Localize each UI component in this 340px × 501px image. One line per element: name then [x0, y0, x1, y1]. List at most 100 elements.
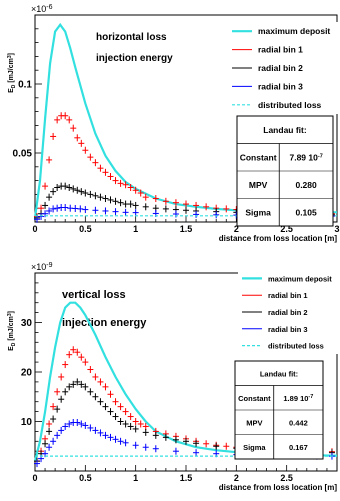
data-point-radial-bin-3 — [117, 437, 124, 445]
legend-entry: radial bin 1 — [268, 291, 308, 300]
data-point-radial-bin-2 — [78, 380, 85, 388]
data-point-radial-bin-3 — [34, 460, 41, 468]
data-point-radial-bin-2 — [87, 190, 94, 198]
data-point-radial-bin-1 — [46, 420, 53, 428]
data-point-radial-bin-3 — [213, 211, 220, 219]
data-point-radial-bin-3 — [66, 420, 73, 428]
data-point-radial-bin-1 — [97, 164, 104, 172]
data-point-radial-bin-3 — [78, 420, 85, 428]
data-point-radial-bin-2 — [62, 182, 69, 190]
fit-param-value: 7.89 10-7 — [289, 152, 322, 162]
data-point-radial-bin-1 — [50, 403, 57, 411]
data-point-radial-bin-2 — [122, 420, 129, 428]
y-tick-label: 30 — [21, 318, 33, 329]
fit-param-value: 0.105 — [295, 207, 317, 217]
y-axis-label-sup: 3 — [7, 313, 13, 316]
data-point-radial-bin-2 — [42, 440, 49, 448]
data-point-radial-bin-2 — [142, 203, 149, 211]
data-point-radial-bin-1 — [122, 181, 129, 189]
y-tick-label: 0.05 — [13, 149, 33, 160]
data-point-radial-bin-1 — [117, 179, 124, 187]
data-point-radial-bin-3 — [77, 205, 84, 213]
top-panel: 0 0.5 1 1.5 2 2.5 30.050.1×10-6ED [mJ/cm3]dist… — [7, 4, 340, 243]
data-point-radial-bin-2 — [117, 418, 124, 425]
legend-entry: radial bin 3 — [258, 81, 303, 91]
legend-entry: maximum deposit — [268, 274, 332, 283]
data-point-radial-bin-2 — [112, 197, 119, 205]
data-point-radial-bin-2 — [70, 380, 77, 388]
data-point-radial-bin-3 — [132, 441, 139, 449]
data-point-radial-bin-3 — [58, 426, 65, 434]
data-point-radial-bin-2 — [97, 193, 104, 201]
legend-entry: distributed loss — [268, 342, 324, 351]
data-point-radial-bin-1 — [82, 358, 89, 366]
data-point-radial-bin-2 — [107, 408, 114, 416]
data-point-radial-bin-2 — [42, 201, 49, 209]
data-point-radial-bin-1 — [112, 398, 119, 406]
data-point-radial-bin-3 — [54, 431, 61, 439]
data-point-radial-bin-1 — [112, 177, 119, 185]
data-point-radial-bin-3 — [152, 445, 159, 453]
data-point-radial-bin-2 — [132, 425, 139, 433]
data-point-radial-bin-2 — [162, 433, 169, 441]
data-point-radial-bin-1 — [66, 116, 73, 124]
x-tick-label: 1 — [133, 473, 138, 483]
data-point-radial-bin-2 — [87, 388, 94, 396]
data-point-radial-bin-1 — [152, 195, 159, 203]
y-axis-label-sub: D — [11, 342, 17, 346]
data-point-radial-bin-1 — [107, 172, 114, 180]
fit-param-label: MPV — [249, 180, 268, 190]
data-point-radial-bin-2 — [97, 398, 104, 406]
data-point-radial-bin-3 — [38, 212, 45, 220]
data-point-radial-bin-1 — [82, 146, 89, 154]
y-exponent-power: -9 — [46, 262, 52, 269]
data-point-radial-bin-3 — [82, 421, 89, 429]
data-point-radial-bin-3 — [193, 449, 200, 457]
data-point-radial-bin-3 — [67, 204, 74, 212]
x-tick-label: 2 — [234, 224, 239, 234]
data-point-radial-bin-2 — [54, 184, 61, 191]
data-point-radial-bin-1 — [107, 390, 114, 398]
data-point-radial-bin-3 — [62, 204, 69, 212]
fit-param-label: MPV — [246, 418, 262, 427]
data-point-radial-bin-2 — [112, 413, 119, 421]
data-point-radial-bin-2 — [102, 195, 109, 203]
x-axis-label: distance from loss location [m] — [219, 234, 338, 243]
data-point-radial-bin-3 — [112, 208, 119, 216]
legend-entry: radial bin 3 — [268, 325, 308, 334]
y-axis-label-close: ] — [8, 311, 15, 313]
legend-entry: radial bin 2 — [268, 308, 308, 317]
x-tick-label: 1.5 — [180, 473, 193, 483]
data-point-radial-bin-2 — [127, 422, 134, 430]
data-point-radial-bin-2 — [142, 428, 149, 436]
data-point-radial-bin-1 — [54, 388, 61, 396]
fit-box-title: Landau fit: — [263, 125, 307, 135]
data-point-radial-bin-2 — [74, 378, 81, 386]
data-point-radial-bin-1 — [42, 182, 49, 190]
fit-param-label: Sigma — [243, 443, 266, 452]
y-exponent-label: ×10-6 — [31, 4, 53, 14]
data-point-radial-bin-3 — [50, 437, 57, 445]
x-tick-label: 3 — [334, 224, 339, 234]
data-point-radial-bin-2 — [46, 193, 53, 201]
data-point-radial-bin-3 — [46, 207, 53, 215]
data-point-radial-bin-2 — [50, 188, 57, 196]
data-point-radial-bin-3 — [92, 206, 99, 214]
data-point-radial-bin-2 — [66, 383, 73, 391]
data-point-radial-bin-2 — [213, 442, 220, 450]
data-point-radial-bin-2 — [82, 189, 89, 197]
x-tick-label: 0 — [32, 473, 37, 483]
data-point-radial-bin-2 — [102, 403, 109, 411]
data-point-radial-bin-2 — [127, 200, 134, 208]
annotation-loss-type: vertical loss — [62, 289, 126, 301]
data-point-radial-bin-2 — [58, 395, 65, 403]
y-tick-label: 20 — [21, 368, 33, 379]
data-point-radial-bin-1 — [132, 186, 139, 194]
data-point-radial-bin-1 — [92, 159, 99, 167]
data-point-radial-bin-1 — [183, 200, 189, 208]
data-point-radial-bin-2 — [183, 206, 189, 214]
legend-entry: radial bin 1 — [258, 45, 303, 55]
legend-entry: distributed loss — [258, 100, 322, 110]
data-point-radial-bin-2 — [152, 431, 159, 439]
data-point-radial-bin-3 — [193, 210, 200, 218]
